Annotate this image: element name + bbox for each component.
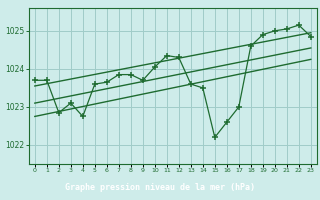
Text: Graphe pression niveau de la mer (hPa): Graphe pression niveau de la mer (hPa) (65, 183, 255, 192)
